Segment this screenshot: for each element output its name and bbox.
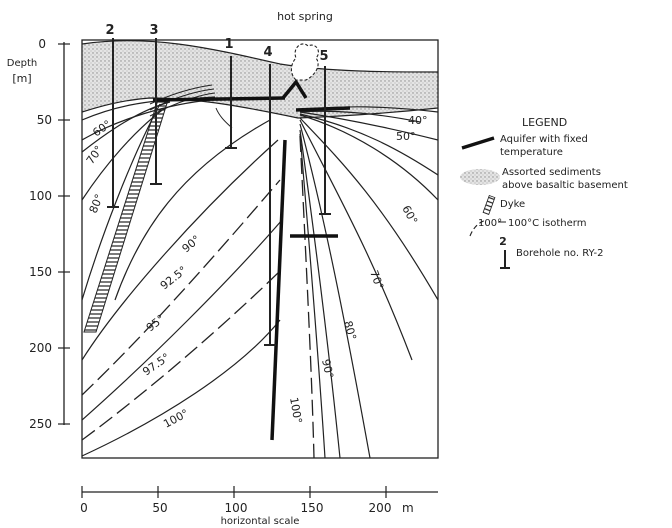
borehole-5: 5 xyxy=(319,49,331,215)
distance-tick-150: 150 xyxy=(301,501,324,515)
isotherm-label-50-right: 50° xyxy=(396,130,416,143)
isotherm-label-90-left: 90° xyxy=(180,233,203,255)
isotherm-label-70-left: 70° xyxy=(84,143,106,166)
borehole-number-5: 5 xyxy=(319,49,328,64)
distance-unit: m xyxy=(402,501,414,515)
borehole-number-1: 1 xyxy=(224,37,233,52)
legend-sediment-swatch xyxy=(460,169,500,185)
distance-tick-50: 50 xyxy=(152,501,167,515)
borehole-number-3: 3 xyxy=(149,23,158,38)
isotherm-label-92-5-left: 92.5° xyxy=(158,264,190,293)
borehole-3: 3 xyxy=(149,23,162,185)
legend: LEGEND Aquifer with fixed temperature As… xyxy=(460,116,628,269)
depth-tick-100: 100 xyxy=(29,189,52,203)
aquifers xyxy=(152,78,351,441)
hot-spring-label: hot spring xyxy=(277,10,333,23)
isotherm-label-60-left: 60° xyxy=(90,118,113,140)
section-frame xyxy=(81,39,439,459)
isotherm-label-80-right: 80° xyxy=(341,319,359,341)
sediment-layer xyxy=(82,40,438,119)
depth-tick-0: 0 xyxy=(38,37,46,51)
depth-tick-50: 50 xyxy=(37,113,52,127)
legend-sediment-label-2: above basaltic basement xyxy=(502,180,628,191)
legend-aquifer-label-2: temperature xyxy=(500,147,563,158)
isotherm-label-100-right: 100° xyxy=(287,396,304,424)
borehole-4: 4 xyxy=(263,45,276,346)
depth-axis-label: Depth xyxy=(7,58,37,69)
borehole-number-2: 2 xyxy=(105,23,114,38)
isotherm-label-90-right: 90° xyxy=(319,358,336,380)
legend-aquifer-swatch xyxy=(461,136,495,150)
legend-sediment-label-1: Assorted sediments xyxy=(502,167,601,178)
isotherm-label-60-right: 60° xyxy=(399,203,420,226)
isotherm-label-80-left: 80° xyxy=(87,192,106,215)
borehole-2: 2 xyxy=(105,23,119,208)
legend-dyke-label: Dyke xyxy=(500,199,525,210)
distance-tick-100: 100 xyxy=(225,501,248,515)
legend-borehole-sample: 2 xyxy=(499,235,507,248)
distance-tick-0: 0 xyxy=(80,501,88,515)
horizontal-scale-ticks xyxy=(81,486,387,498)
horizontal-scale-label: horizontal scale xyxy=(221,516,300,527)
depth-tick-150: 150 xyxy=(29,265,52,279)
legend-borehole-label: Borehole no. RY-2 xyxy=(516,248,603,259)
legend-isotherm-sample: 100° xyxy=(478,218,502,229)
legend-isotherm-swatch xyxy=(469,219,487,237)
borehole-1: 1 xyxy=(224,37,237,149)
isotherm-label-70-right: 70° xyxy=(367,269,386,292)
depth-tick-250: 250 xyxy=(29,417,52,431)
right-isotherms-solid xyxy=(299,111,438,458)
isotherm-label-40-right: 40° xyxy=(408,114,428,127)
right-isotherms-dashed xyxy=(299,135,315,458)
isotherm-label-100-left: 100° xyxy=(161,407,191,431)
borehole-number-4: 4 xyxy=(263,45,272,60)
distance-tick-200: 200 xyxy=(369,501,392,515)
depth-axis-unit: [m] xyxy=(12,72,31,85)
legend-aquifer-label-1: Aquifer with fixed xyxy=(500,134,588,145)
legend-title: LEGEND xyxy=(522,116,567,129)
hot-spring-plume xyxy=(290,43,319,81)
depth-ticks xyxy=(58,43,70,425)
depth-tick-200: 200 xyxy=(29,341,52,355)
legend-dyke-swatch xyxy=(482,195,496,215)
left-isotherms-dashed xyxy=(82,179,282,441)
isotherm-label-97-5-left: 97.5° xyxy=(140,351,172,379)
legend-isotherm-label: 100°C isotherm xyxy=(508,218,586,229)
isotherm-label-95-left: 95° xyxy=(144,312,167,334)
